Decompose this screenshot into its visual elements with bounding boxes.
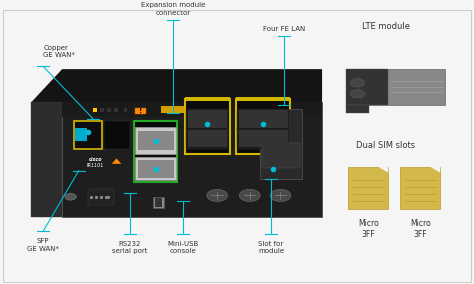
Circle shape (65, 193, 76, 200)
Bar (114, 108, 118, 112)
Bar (346, 105, 369, 113)
Bar (62, 102, 322, 117)
Polygon shape (31, 102, 62, 218)
Bar (134, 121, 177, 182)
Text: Mini-USB
console: Mini-USB console (167, 241, 198, 254)
Polygon shape (112, 158, 121, 164)
Bar (188, 110, 227, 128)
Bar (136, 108, 146, 114)
Text: RS232
serial port: RS232 serial port (112, 241, 147, 254)
Bar (155, 198, 162, 207)
Polygon shape (430, 167, 440, 173)
Bar (348, 167, 388, 209)
Bar (100, 108, 104, 112)
Bar (136, 157, 176, 180)
Bar (74, 121, 102, 149)
Circle shape (207, 189, 228, 201)
Circle shape (239, 189, 260, 201)
Bar (138, 131, 173, 150)
Circle shape (350, 90, 365, 98)
Bar (136, 127, 176, 154)
Bar (239, 130, 288, 147)
Bar (161, 106, 194, 113)
Text: Slot for
module: Slot for module (258, 241, 284, 254)
Bar (138, 160, 173, 178)
Bar (188, 130, 227, 147)
Text: SFP
GE WAN*: SFP GE WAN* (27, 238, 59, 252)
Bar (237, 109, 289, 130)
Bar (124, 108, 128, 112)
Text: LTE module: LTE module (362, 22, 410, 32)
Bar (400, 167, 440, 209)
Text: Copper
GE WAN*: Copper GE WAN* (43, 45, 75, 58)
Bar (239, 110, 288, 128)
Text: Micro
3FF: Micro 3FF (410, 219, 431, 239)
Text: !: ! (139, 108, 142, 114)
Polygon shape (31, 69, 322, 102)
Text: Dual SIM slots: Dual SIM slots (356, 141, 415, 149)
Text: Four FE LAN: Four FE LAN (263, 26, 305, 32)
Circle shape (270, 189, 291, 201)
Bar (185, 97, 230, 101)
Text: cisco: cisco (89, 157, 102, 162)
Bar (262, 143, 301, 168)
Bar (346, 69, 388, 105)
Bar (93, 108, 97, 112)
Bar (236, 99, 291, 154)
Bar (107, 108, 111, 112)
Text: IR1101: IR1101 (87, 163, 104, 168)
Bar (154, 197, 164, 208)
Bar (88, 189, 114, 205)
Bar (185, 99, 230, 154)
Bar (346, 69, 445, 105)
Circle shape (350, 79, 365, 87)
Bar (260, 109, 302, 179)
Bar (62, 102, 322, 218)
Bar (186, 109, 228, 130)
Polygon shape (378, 167, 388, 173)
Bar (186, 128, 228, 149)
Text: Expansion module
connector: Expansion module connector (141, 2, 205, 16)
Bar (237, 128, 289, 149)
Bar (236, 97, 291, 101)
Bar (104, 121, 130, 149)
Bar (75, 128, 87, 141)
Text: Micro
3FF: Micro 3FF (358, 219, 379, 239)
